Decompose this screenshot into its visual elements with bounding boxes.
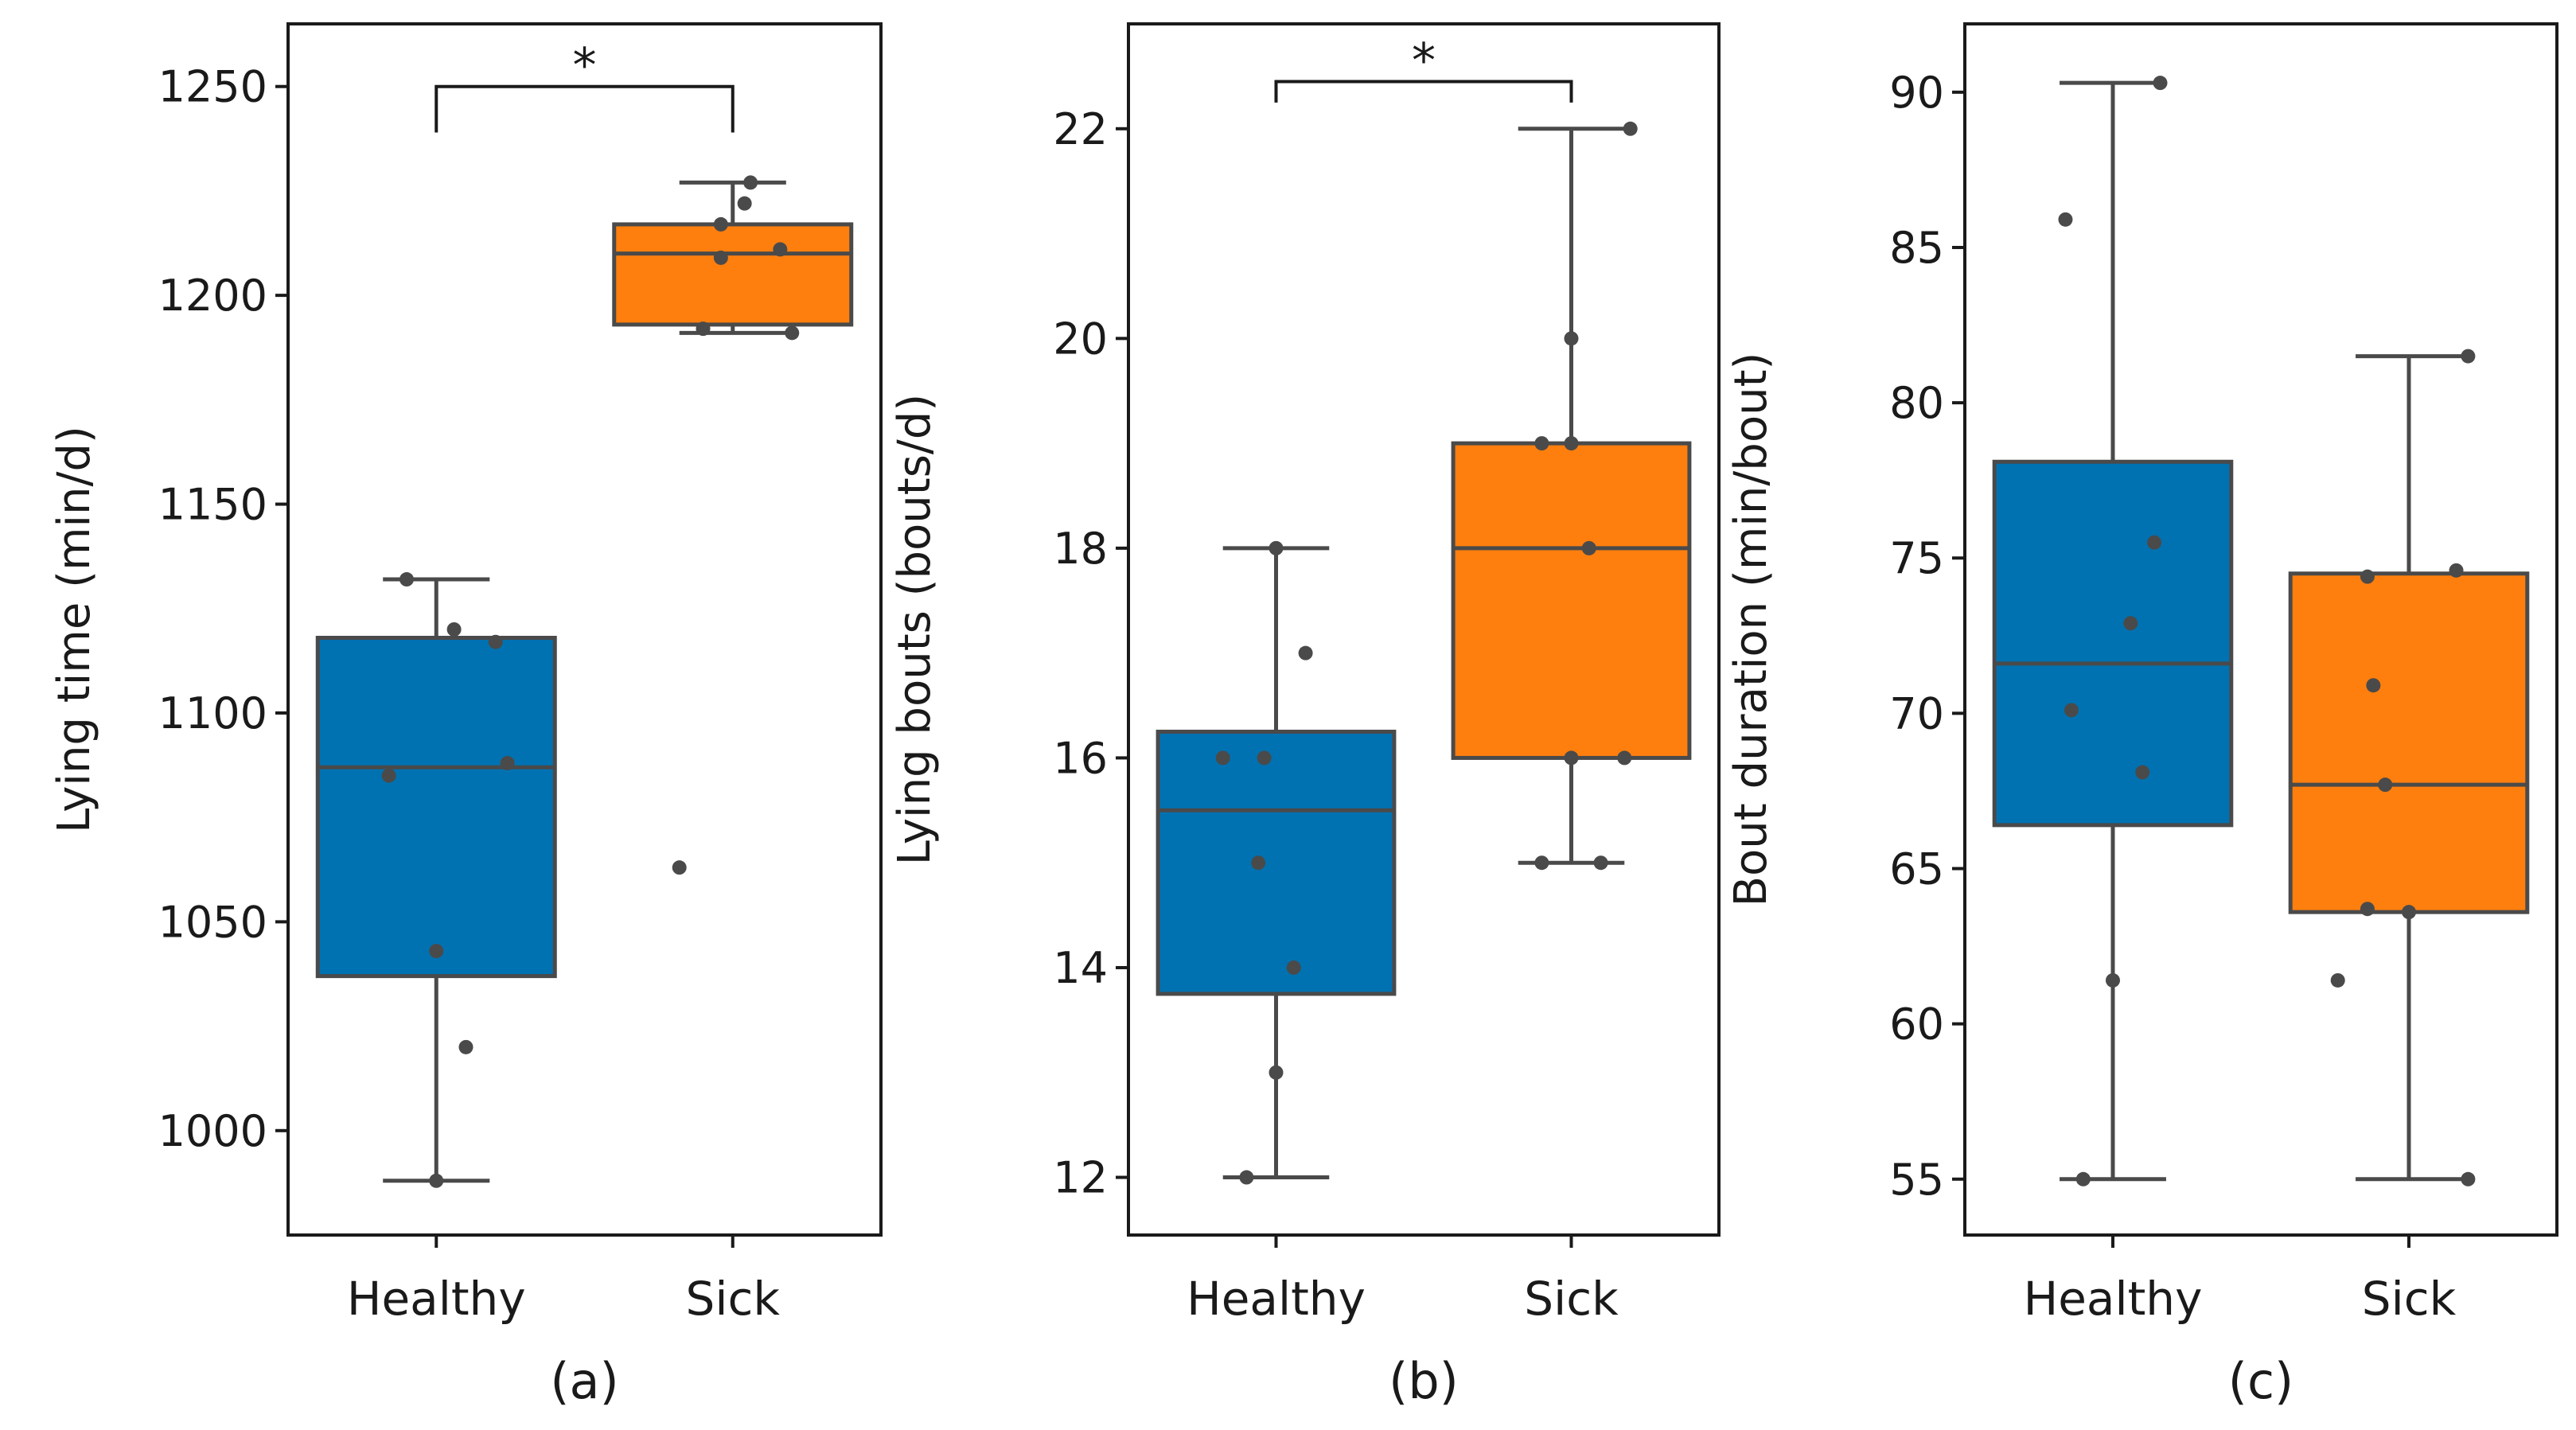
data-point-sick (2449, 563, 2464, 578)
data-point-healthy (446, 622, 462, 637)
data-point-sick (1534, 436, 1549, 451)
data-point-sick (2360, 569, 2375, 584)
data-point-sick (773, 242, 788, 257)
data-point-healthy (2075, 1171, 2091, 1186)
data-point-healthy (1239, 1170, 1254, 1185)
data-point-sick (713, 250, 728, 265)
y-tick-label: 1100 (158, 688, 267, 738)
x-tick-label-healthy: Healthy (1187, 1272, 1366, 1326)
y-tick-label: 60 (1889, 999, 1944, 1050)
data-point-healthy (1251, 855, 1266, 871)
data-point-sick (1617, 750, 1632, 766)
y-tick-label: 16 (1053, 733, 1108, 783)
data-point-sick (2366, 678, 2381, 693)
data-point-sick (743, 175, 758, 190)
data-point-sick (672, 860, 687, 875)
y-tick-label: 90 (1889, 68, 1944, 118)
data-point-healthy (2135, 765, 2150, 780)
y-tick-label: 1000 (158, 1106, 267, 1156)
panel-b: * 12 14 16 18 20 22 Healthy Sick Lying bouts (bou… (889, 22, 1721, 1410)
data-point-healthy (2123, 616, 2138, 631)
significance-bracket (435, 84, 735, 133)
data-point-sick (2378, 777, 2393, 793)
panel-a: * 1000 1050 1100 1150 1200 1250 Healthy Sick Lyin… (49, 22, 883, 1410)
y-tick-label: 12 (1053, 1153, 1108, 1203)
data-point-healthy (1286, 960, 1301, 975)
data-point-sick (1581, 540, 1596, 555)
data-point-healthy (2147, 535, 2162, 550)
data-point-healthy (1269, 1065, 1284, 1080)
data-point-healthy (1215, 750, 1230, 766)
y-tick-label: 55 (1889, 1155, 1944, 1205)
data-point-healthy (381, 768, 396, 783)
data-point-healthy (429, 944, 444, 959)
data-point-healthy (2106, 972, 2120, 988)
panel-label: (b) (1389, 1352, 1459, 1410)
x-tick-label-sick: Sick (2362, 1272, 2457, 1326)
y-tick-label: 1200 (158, 271, 267, 321)
y-axis-label: Lying bouts (bouts/d) (889, 394, 941, 865)
x-tick-label-healthy: Healthy (347, 1272, 526, 1326)
data-point-sick (2402, 905, 2416, 920)
y-tick-label: 1150 (158, 480, 267, 530)
x-tick-label-healthy: Healthy (2024, 1272, 2203, 1326)
box-healthy (315, 635, 557, 979)
y-tick-label: 20 (1053, 314, 1108, 364)
data-point-sick (2461, 1171, 2476, 1186)
panel-c: 55 60 65 70 75 80 85 90 Healthy Sick Bout duration… (1725, 22, 2558, 1410)
data-point-healthy (429, 1173, 444, 1188)
data-point-healthy (458, 1039, 474, 1054)
data-point-healthy (2058, 212, 2073, 227)
x-tick-label-sick: Sick (686, 1272, 781, 1326)
data-point-sick (2330, 972, 2345, 988)
box-sick (1451, 441, 1692, 760)
y-tick-label: 80 (1889, 378, 1944, 428)
box-healthy (1155, 729, 1397, 996)
data-point-healthy (2064, 703, 2079, 718)
data-point-healthy (1257, 750, 1272, 766)
axis-frame (1963, 22, 2558, 1237)
x-tick-label-sick: Sick (1524, 1272, 1619, 1326)
box-sick (2288, 571, 2530, 914)
y-tick-label: 18 (1053, 524, 1108, 574)
y-tick-label: 85 (1889, 223, 1944, 273)
data-point-sick (1593, 855, 1608, 871)
data-point-sick (2360, 902, 2375, 917)
data-point-healthy (1269, 540, 1284, 555)
data-point-healthy (500, 755, 515, 770)
data-point-sick (1564, 331, 1579, 346)
data-point-sick (696, 321, 711, 337)
y-tick-label: 14 (1053, 943, 1108, 993)
y-tick-label: 1050 (158, 897, 267, 947)
data-point-sick (1534, 855, 1549, 871)
data-point-healthy (399, 572, 414, 587)
panel-label: (a) (550, 1352, 618, 1410)
data-point-sick (737, 196, 752, 211)
significance-bracket (1274, 80, 1573, 103)
box-sick (612, 222, 854, 327)
data-point-sick (1623, 121, 1638, 136)
panel-label: (c) (2228, 1352, 2293, 1410)
axis-frame (1127, 22, 1721, 1237)
data-point-healthy (1298, 645, 1313, 660)
box-healthy (1992, 459, 2234, 828)
y-tick-label: 22 (1053, 104, 1108, 154)
y-axis-label: Lying time (min/d) (49, 426, 100, 833)
data-point-sick (1564, 436, 1579, 451)
data-point-healthy (488, 634, 503, 649)
data-point-healthy (2153, 76, 2168, 91)
y-tick-label: 70 (1889, 688, 1944, 738)
data-point-sick (2461, 349, 2476, 364)
significance-label: * (573, 38, 597, 94)
y-axis-label: Bout duration (min/bout) (1725, 353, 1777, 907)
significance-label: * (1412, 33, 1436, 88)
data-point-sick (785, 325, 800, 341)
y-tick-label: 75 (1889, 533, 1944, 583)
y-tick-label: 65 (1889, 844, 1944, 894)
axis-frame (286, 22, 883, 1237)
data-point-sick (1564, 750, 1579, 766)
y-tick-label: 1250 (158, 62, 267, 112)
data-point-sick (713, 216, 728, 232)
